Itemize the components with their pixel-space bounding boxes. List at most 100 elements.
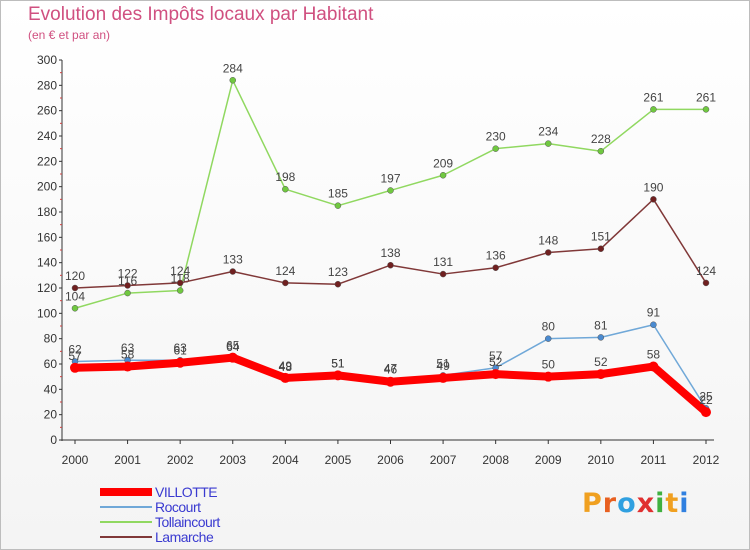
- data-point: [597, 245, 605, 252]
- data-point: [438, 372, 449, 383]
- data-label: 52: [594, 355, 608, 369]
- data-point: [70, 362, 80, 373]
- data-point: [545, 140, 552, 147]
- data-label: 49: [436, 359, 450, 373]
- data-point: [332, 370, 343, 381]
- data-label: 51: [331, 356, 345, 370]
- data-label: 124: [696, 264, 716, 278]
- data-label: 22: [699, 393, 713, 407]
- x-tick-label: 2003: [219, 453, 246, 467]
- legend-swatch: [100, 487, 152, 496]
- data-label: 133: [223, 253, 243, 267]
- data-point: [650, 196, 657, 203]
- data-label: 284: [223, 61, 243, 75]
- data-point: [387, 187, 394, 194]
- data-point: [492, 264, 499, 271]
- y-tick-label: 200: [37, 180, 57, 194]
- data-label: 25: [699, 389, 713, 403]
- data-point: [439, 270, 447, 278]
- data-point: [334, 202, 342, 209]
- data-label: 209: [433, 156, 453, 170]
- data-label: 136: [486, 249, 506, 263]
- data-label: 131: [433, 255, 453, 269]
- data-point: [387, 261, 394, 269]
- logo-letter: i: [655, 488, 666, 519]
- data-label: 61: [173, 344, 187, 358]
- data-point: [124, 289, 131, 297]
- data-label: 48: [279, 360, 293, 374]
- data-label: 230: [486, 130, 506, 144]
- data-point: [650, 321, 657, 328]
- y-tick-label: 0: [50, 433, 57, 447]
- series-rocourt: 62 63 63 64 48 51 47 51 57 80 81 91 25: [68, 306, 713, 412]
- y-tick-label: 300: [37, 53, 57, 67]
- data-label: 63: [173, 341, 187, 355]
- legend-label: Tollaincourt: [155, 513, 220, 530]
- x-tick-label: 2009: [535, 453, 562, 467]
- x-tick-label: 2002: [167, 453, 194, 467]
- data-point: [545, 335, 552, 342]
- y-tick-label: 280: [37, 78, 57, 92]
- data-label: 47: [384, 361, 398, 375]
- data-label: 58: [647, 348, 661, 362]
- legend-item-villotte: VILLOTTE: [100, 483, 220, 500]
- series-lamarche: 120 122 124 133 124 123 138 131 136 148 151 190 124: [65, 180, 716, 292]
- chart-subtitle: (en € et par an): [28, 28, 111, 42]
- data-label: 104: [65, 289, 85, 303]
- data-point: [227, 352, 238, 363]
- data-label: 51: [436, 356, 450, 370]
- data-label: 51: [331, 356, 345, 370]
- data-point: [597, 147, 605, 155]
- data-point: [176, 279, 184, 287]
- y-tick-label: 120: [37, 281, 57, 295]
- x-tick-label: 2005: [325, 453, 352, 467]
- x-tick-label: 2010: [587, 453, 614, 467]
- legend-swatch: [100, 535, 152, 538]
- data-label: 62: [68, 342, 82, 356]
- legend-label: Lamarche: [155, 528, 214, 545]
- y-tick-label: 20: [44, 408, 58, 422]
- logo-letter: r: [602, 488, 618, 519]
- data-label: 46: [384, 363, 398, 377]
- data-label: 124: [170, 264, 190, 278]
- data-label: 80: [542, 320, 556, 334]
- data-point: [702, 279, 710, 287]
- data-point: [334, 280, 342, 288]
- logo-letter: x: [636, 488, 656, 519]
- data-label: 234: [538, 125, 558, 139]
- data-point: [280, 372, 291, 383]
- data-label: 81: [594, 318, 608, 332]
- data-label: 57: [68, 349, 82, 363]
- legend-item-lamarche: Lamarche: [100, 528, 220, 545]
- data-label: 65: [226, 339, 240, 353]
- x-tick-label: 2012: [693, 453, 720, 467]
- y-tick-label: 160: [37, 230, 57, 244]
- data-point: [71, 305, 79, 312]
- data-point: [545, 249, 552, 256]
- y-tick-label: 220: [37, 154, 57, 168]
- legend-label: Rocourt: [155, 498, 201, 515]
- legend: VILLOTTE Rocourt Tollaincourt Lamarche: [100, 483, 220, 545]
- data-label: 197: [380, 171, 400, 185]
- y-tick-label: 140: [37, 256, 57, 270]
- data-label: 58: [121, 348, 135, 362]
- data-point: [490, 369, 501, 380]
- data-label: 190: [643, 180, 663, 194]
- logo-letter: i: [679, 488, 690, 519]
- data-label: 185: [328, 187, 348, 201]
- x-tick-label: 2007: [430, 453, 457, 467]
- data-point: [597, 334, 605, 341]
- x-tick-label: 2011: [641, 453, 667, 467]
- data-point: [648, 361, 659, 372]
- data-point: [175, 357, 186, 368]
- legend-swatch: [100, 520, 152, 523]
- data-label: 261: [643, 90, 663, 104]
- data-point: [492, 145, 499, 152]
- x-tick-label: 2004: [272, 453, 299, 467]
- legend-label: VILLOTTE: [155, 483, 218, 500]
- data-point: [122, 361, 133, 372]
